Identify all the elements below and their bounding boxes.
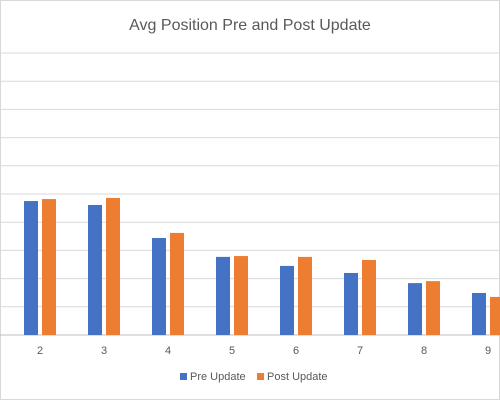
bar	[42, 199, 56, 335]
x-tick-label: 4	[165, 345, 171, 357]
bar	[298, 256, 312, 335]
bar	[88, 204, 102, 335]
x-tick-label: 9	[485, 345, 491, 357]
bar	[24, 201, 38, 335]
x-tick-label: 7	[357, 345, 363, 357]
x-tick-label: 2	[37, 345, 43, 357]
bar	[152, 237, 166, 335]
legend-swatch	[257, 373, 264, 380]
chart-title: Avg Position Pre and Post Update	[129, 17, 371, 34]
x-tick-label: 5	[229, 345, 235, 357]
legend-swatch	[180, 373, 187, 380]
bar	[280, 265, 294, 335]
bar	[362, 259, 376, 335]
bar	[106, 197, 120, 335]
legend-label: Post Update	[267, 371, 328, 383]
bar	[426, 281, 440, 335]
bar	[216, 256, 230, 335]
bar	[234, 256, 248, 335]
bar	[408, 283, 422, 335]
legend-label: Pre Update	[190, 371, 246, 383]
bar	[170, 232, 184, 335]
bar	[490, 296, 500, 335]
x-tick-label: 8	[421, 345, 427, 357]
x-tick-label: 6	[293, 345, 299, 357]
bar	[472, 292, 486, 335]
bar	[344, 272, 358, 335]
x-tick-label: 3	[101, 345, 107, 357]
